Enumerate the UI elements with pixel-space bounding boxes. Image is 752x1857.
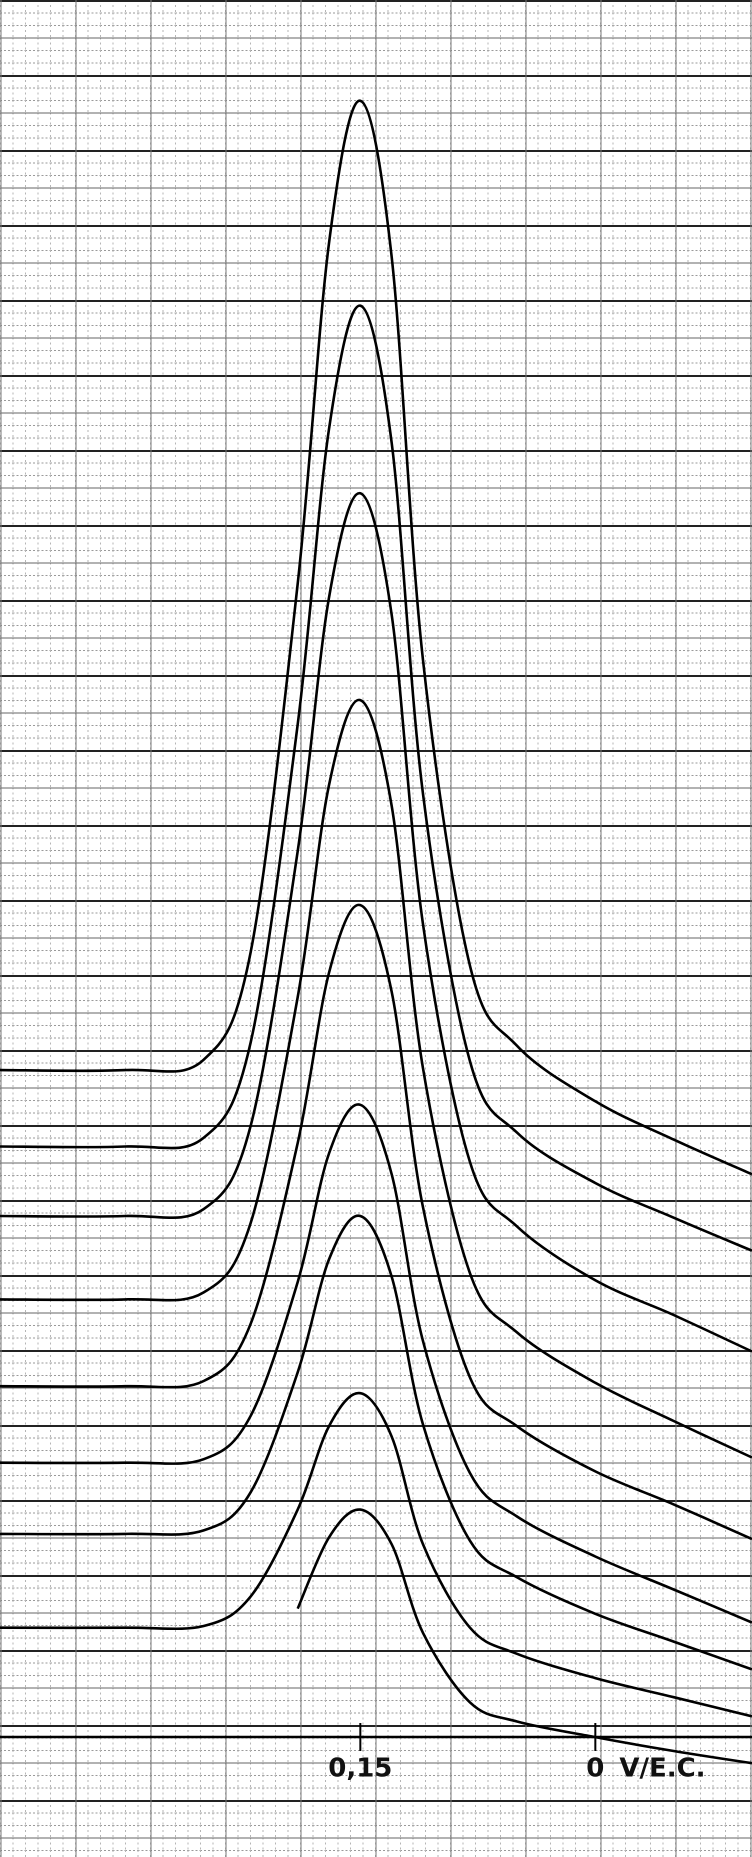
x-tick-label: 0,15 — [328, 1754, 392, 1784]
curve — [0, 1103, 752, 1624]
curve — [0, 304, 752, 1252]
curve — [296, 1508, 752, 1765]
curve — [0, 1391, 752, 1718]
curve — [0, 698, 752, 1459]
curve — [0, 903, 752, 1541]
curve — [0, 492, 752, 1353]
x-tick-label: 0 — [586, 1754, 604, 1784]
curve — [0, 99, 752, 1176]
x-axis-label: V/E.C. — [619, 1754, 705, 1784]
curve — [0, 1214, 752, 1671]
